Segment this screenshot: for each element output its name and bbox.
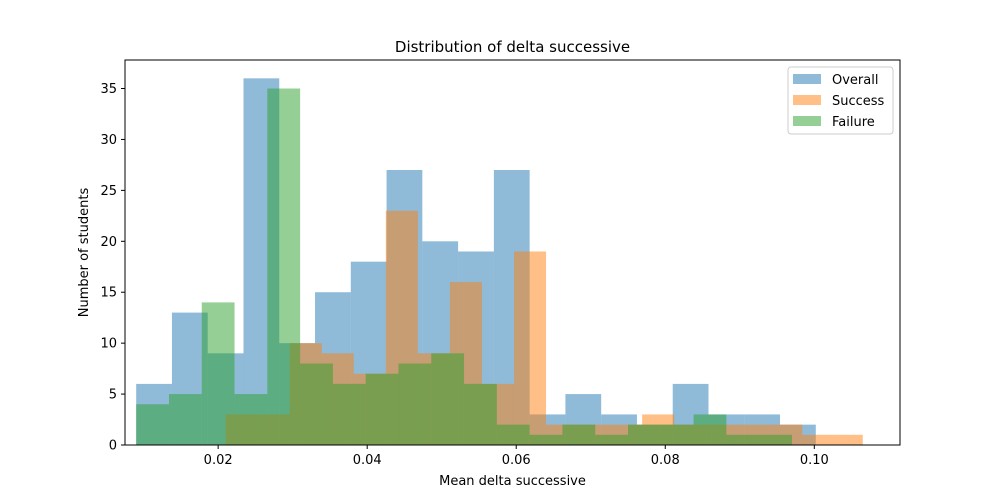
y-tick-label: 5 [109,388,117,403]
y-tick-label: 35 [100,82,117,97]
legend-swatch-failure [793,116,821,126]
chart-title: Distribution of delta successive [395,38,630,56]
bar-failure-4 [267,88,301,446]
x-tick-label: 0.08 [651,453,680,468]
y-tick-label: 0 [109,439,117,454]
bar-failure-2 [201,302,235,445]
bar-failure-19 [759,434,792,445]
bar-failure-14 [595,434,629,445]
legend-label-failure: Failure [832,115,875,130]
bar-failure-11 [496,424,530,445]
x-tick-label: 0.10 [800,453,829,468]
bar-failure-5 [300,363,333,445]
series-failure [136,88,792,446]
y-axis: 0 5 10 15 20 25 30 35 [100,82,125,454]
bar-success-18 [802,434,835,445]
bar-failure-0 [136,404,169,445]
bar-failure-18 [726,434,760,445]
legend-label-success: Success [832,94,885,109]
y-tick-label: 15 [100,286,117,301]
bar-failure-8 [398,363,432,445]
bar-failure-12 [529,434,563,445]
bar-failure-17 [693,414,727,445]
bar-failure-10 [464,383,497,445]
x-axis-label: Mean delta successive [439,474,586,489]
bars-layer [136,78,863,446]
y-tick-label: 20 [100,235,117,250]
legend-swatch-overall [793,74,821,84]
y-tick-label: 30 [100,133,117,148]
bar-failure-6 [332,383,366,445]
bar-failure-13 [562,424,596,445]
bar-failure-3 [234,394,268,445]
x-tick-label: 0.02 [204,453,233,468]
x-axis: 0.02 0.04 0.06 0.08 0.10 [204,445,829,468]
bar-failure-7 [365,373,399,445]
legend: Overall Success Failure [787,66,894,135]
bar-failure-1 [168,394,202,445]
legend-swatch-success [793,95,821,105]
x-tick-label: 0.04 [353,453,382,468]
bar-success-9 [513,251,547,445]
bar-failure-15 [628,424,661,445]
bar-success-19 [834,434,863,445]
plot-frame [124,59,901,446]
x-tick-label: 0.06 [502,453,531,468]
y-tick-label: 25 [100,184,117,199]
legend-label-overall: Overall [832,73,878,88]
bar-failure-9 [431,353,465,445]
y-tick-label: 10 [100,337,117,352]
y-axis-label: Number of students [77,188,92,318]
bar-failure-16 [660,424,694,445]
